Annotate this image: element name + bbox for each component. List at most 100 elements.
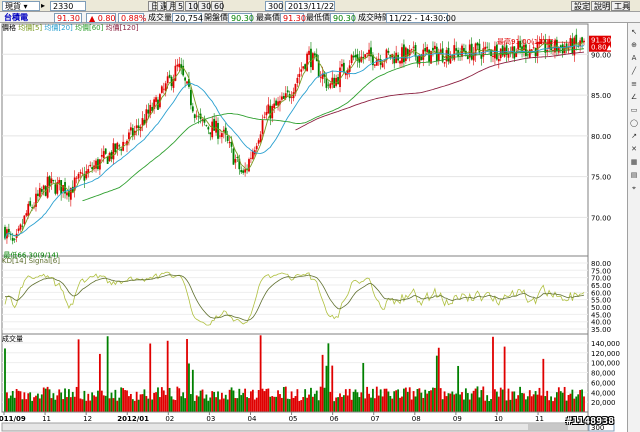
period-button-30min[interactable]: 30	[198, 1, 211, 11]
volume-bar	[443, 391, 446, 412]
fan-tool-icon[interactable]: ∠	[630, 93, 638, 101]
candle-body	[521, 46, 523, 53]
candle-body	[75, 177, 78, 179]
volume-bar	[85, 400, 88, 412]
period-button-60min[interactable]: 60	[211, 1, 224, 11]
volume-bar	[77, 339, 80, 412]
candle-body	[143, 119, 146, 125]
stock-chart[interactable]: 90.0085.0080.0075.0070.00最高91.00(11/12)最…	[0, 0, 627, 432]
candle-body	[48, 176, 51, 186]
candle-body	[346, 70, 349, 75]
volume-bar	[366, 386, 369, 412]
cursor-tool-icon[interactable]: ↖	[631, 28, 637, 36]
arrow-tool-icon[interactable]: ↗	[631, 132, 637, 140]
volume-bar	[375, 386, 378, 412]
volume-bar	[38, 398, 41, 412]
price-change: ▲ 0.80	[86, 13, 116, 23]
x-tick-label: 2012/01	[117, 415, 149, 423]
open-value: 90.30	[228, 13, 254, 23]
candle-body	[141, 118, 144, 126]
volume-bar	[441, 399, 444, 412]
price-change-pct: 0.88%	[118, 13, 146, 23]
eraser-tool-icon[interactable]: ✕	[631, 145, 637, 153]
volume-bar	[176, 386, 179, 412]
volume-bar	[219, 399, 221, 412]
candle-body	[17, 228, 20, 232]
ma5-label: 均價[5]	[18, 24, 43, 32]
volume-bar	[430, 390, 432, 412]
ma120-line	[295, 51, 585, 131]
line-tool-icon[interactable]: ╱	[631, 67, 637, 75]
stock-code-input[interactable]: 2330	[50, 1, 86, 11]
candle-body	[137, 125, 140, 129]
candle-body	[474, 43, 477, 56]
zoom-tool-icon[interactable]: ⊕	[631, 41, 637, 49]
volume-bar	[511, 391, 514, 412]
volume-bar	[552, 401, 554, 412]
volume-bar	[189, 394, 192, 412]
period-button-month[interactable]: 月	[166, 1, 177, 11]
market-select[interactable]: 現貨 ▾	[2, 1, 40, 11]
volume-bar	[129, 393, 132, 412]
volume-bar	[362, 362, 365, 412]
help-button[interactable]: 說明	[591, 1, 610, 11]
x-tick-label: 09	[453, 415, 462, 423]
volume-bar	[182, 392, 185, 412]
candle-body	[151, 106, 154, 111]
candle-body	[290, 96, 293, 98]
volume-bar	[151, 399, 154, 412]
candle-body	[519, 40, 521, 48]
volume-bar	[290, 391, 293, 412]
tools-button[interactable]: 工具	[611, 1, 630, 11]
volume-bar	[64, 388, 66, 412]
volume-bar	[238, 388, 241, 412]
volume-bar	[389, 395, 392, 412]
settings-button[interactable]: 設定	[571, 1, 590, 11]
volume-bar	[160, 387, 163, 412]
period-button-week[interactable]: 週	[157, 1, 168, 11]
candle-body	[23, 215, 26, 224]
parallel-tool-icon[interactable]: ≡	[631, 80, 637, 88]
x-tick-label: 11	[535, 415, 544, 423]
candle-body	[25, 213, 28, 216]
candle-body	[443, 62, 446, 64]
rect-tool-icon[interactable]: ▭	[630, 106, 638, 114]
volume-tick-label: 20,000	[591, 399, 616, 407]
marker-tool-icon[interactable]: ⌖	[632, 184, 636, 192]
ellipse-tool-icon[interactable]: ◯	[630, 119, 638, 127]
volume-bar	[306, 397, 308, 412]
count-input[interactable]: 300	[265, 1, 283, 11]
x-tick-label: 03	[206, 415, 215, 423]
candle-body	[470, 43, 473, 60]
volume-bar	[308, 394, 310, 412]
ruler-tool-icon[interactable]: ▤	[630, 171, 638, 179]
candle-body	[9, 234, 12, 236]
volume-bar	[277, 390, 279, 412]
candle-body	[296, 77, 299, 84]
price-tick-label: 80.00	[591, 133, 611, 141]
scrollbar-track	[1, 422, 589, 432]
candle-body	[97, 159, 99, 170]
period-button-10min[interactable]: 10	[185, 1, 198, 11]
volume-bar	[579, 389, 582, 412]
candle-body	[412, 46, 415, 48]
volume-bar	[102, 395, 105, 412]
volume-bar	[42, 387, 45, 412]
date-input[interactable]: 2013/11/22	[285, 1, 335, 11]
period-button-day[interactable]: 日	[148, 1, 159, 11]
volume-bar	[401, 396, 403, 412]
volume-bar	[557, 387, 560, 412]
volume-bar	[232, 390, 235, 412]
grid-tool-icon[interactable]: ▦	[630, 158, 638, 166]
candle-body	[418, 54, 421, 65]
text-tool-icon[interactable]: A	[631, 54, 637, 62]
x-tick-label: 02	[165, 415, 174, 423]
volume-bar	[230, 387, 233, 412]
volume-bar	[15, 388, 18, 412]
volume-bar	[474, 388, 477, 412]
volume-bar	[60, 392, 63, 412]
candle-body	[207, 127, 210, 130]
period-button-5min[interactable]: 5	[175, 1, 184, 11]
volume-bar	[433, 387, 436, 412]
candle-body	[81, 172, 84, 174]
